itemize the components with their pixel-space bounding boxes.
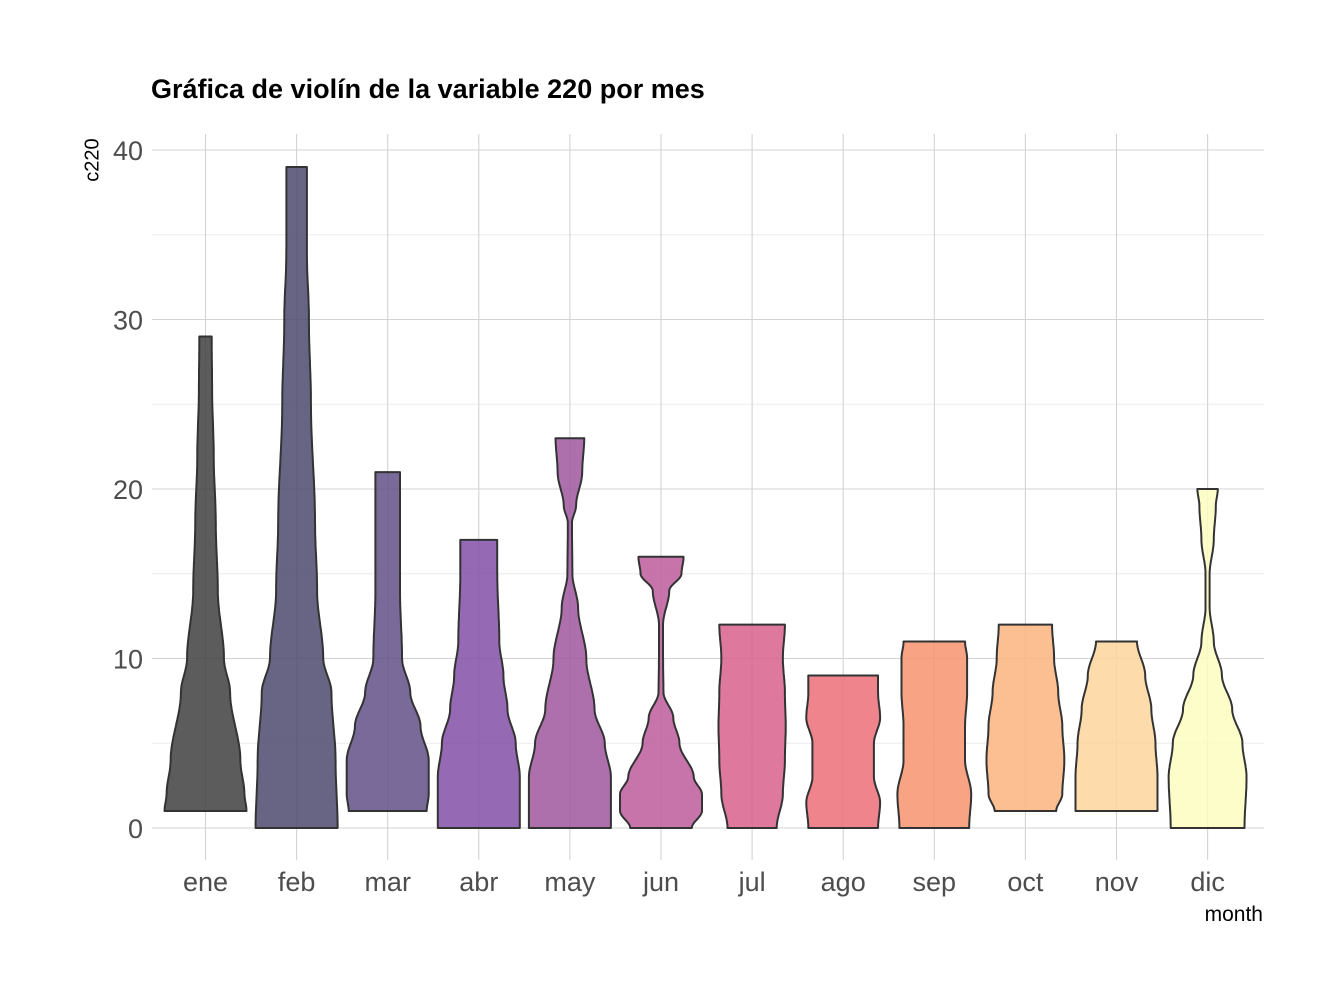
violin-dic	[1167, 488, 1248, 829]
x-tick-label: may	[544, 867, 596, 897]
x-tick-label: oct	[1007, 867, 1044, 897]
x-tick-label: ago	[821, 867, 866, 897]
violin-oct	[985, 623, 1066, 812]
y-tick-label: 30	[113, 306, 143, 336]
x-tick-label: ene	[183, 867, 228, 897]
x-tick-label: mar	[364, 867, 411, 897]
x-tick-label: dic	[1190, 867, 1225, 897]
x-tick-label: feb	[278, 867, 316, 897]
y-tick-label: 10	[113, 645, 143, 675]
violin-feb	[254, 166, 339, 829]
chart-title: Gráfica de violín de la variable 220 por…	[151, 74, 705, 104]
violin-jul	[717, 623, 787, 829]
y-tick-labels: 0 10 20 30 40	[113, 136, 143, 844]
violin-may	[527, 437, 612, 829]
y-tick-label: 40	[113, 136, 143, 166]
x-tick-label: nov	[1095, 867, 1139, 897]
violin-abr	[436, 538, 521, 829]
x-tick-label: jun	[642, 867, 679, 897]
y-tick-label: 20	[113, 475, 143, 505]
x-tick-label: sep	[913, 867, 957, 897]
violin-jun	[619, 555, 703, 829]
violin-ago	[805, 674, 882, 829]
x-tick-labels: ene feb mar abr may jun jul ago sep oct nov dic	[183, 867, 1225, 897]
y-tick-label: 0	[128, 814, 143, 844]
violin-sep	[896, 640, 973, 829]
violin-nov	[1074, 640, 1159, 812]
x-tick-label: abr	[459, 867, 498, 897]
violins	[163, 166, 1248, 829]
x-tick-label: jul	[738, 867, 766, 897]
x-axis-title: month	[1204, 903, 1263, 926]
violin-ene	[163, 335, 248, 812]
violin-mar	[345, 471, 430, 812]
